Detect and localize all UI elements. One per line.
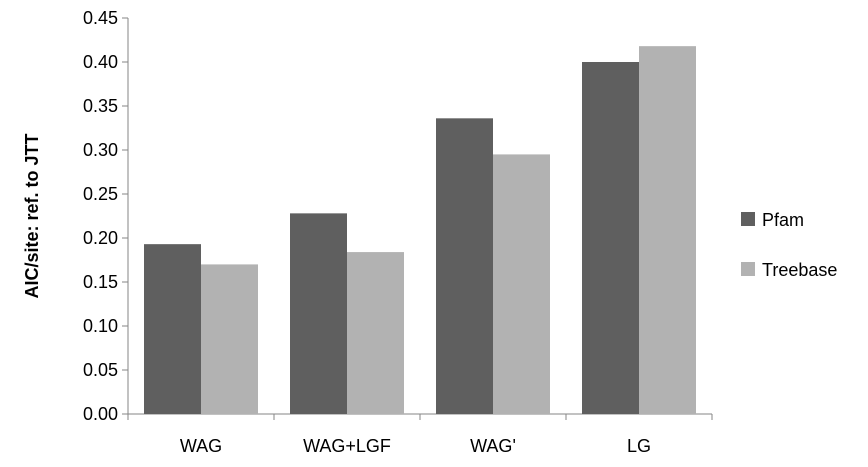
y-axis-label: AIC/site: ref. to JTT — [22, 133, 42, 298]
y-tick-label: 0.20 — [83, 228, 118, 248]
y-tick-label: 0.10 — [83, 316, 118, 336]
bar-treebase-0 — [201, 264, 258, 414]
bar-pfam-2 — [436, 118, 493, 414]
bar-treebase-3 — [639, 46, 696, 414]
bar-pfam-1 — [290, 213, 347, 414]
legend-swatch-treebase — [741, 262, 755, 276]
legend-label-pfam: Pfam — [762, 210, 804, 230]
bars — [144, 46, 696, 414]
y-tick-label: 0.40 — [83, 52, 118, 72]
legend-label-treebase: Treebase — [762, 260, 837, 280]
y-tick-label: 0.05 — [83, 360, 118, 380]
y-tick-label: 0.35 — [83, 96, 118, 116]
bar-pfam-0 — [144, 244, 201, 414]
bar-treebase-1 — [347, 252, 404, 414]
y-tick-label: 0.25 — [83, 184, 118, 204]
y-tick-label: 0.45 — [83, 8, 118, 28]
y-tick-label: 0.15 — [83, 272, 118, 292]
x-tick-label: LG — [627, 436, 651, 456]
bar-treebase-2 — [493, 154, 550, 414]
x-tick-label: WAG' — [470, 436, 516, 456]
bar-pfam-3 — [582, 62, 639, 414]
y-tick-label: 0.00 — [83, 404, 118, 424]
legend-swatch-pfam — [741, 212, 755, 226]
x-tick-label: WAG+LGF — [303, 436, 391, 456]
x-tick-label: WAG — [180, 436, 222, 456]
y-tick-label: 0.30 — [83, 140, 118, 160]
x-axis: WAG WAG+LGF WAG' LG — [127, 413, 713, 456]
y-axis: 0.00 0.05 0.10 0.15 0.20 0.25 0.30 0.35 0.40 0.45 — [83, 8, 129, 424]
legend: Pfam Treebase — [741, 210, 837, 280]
